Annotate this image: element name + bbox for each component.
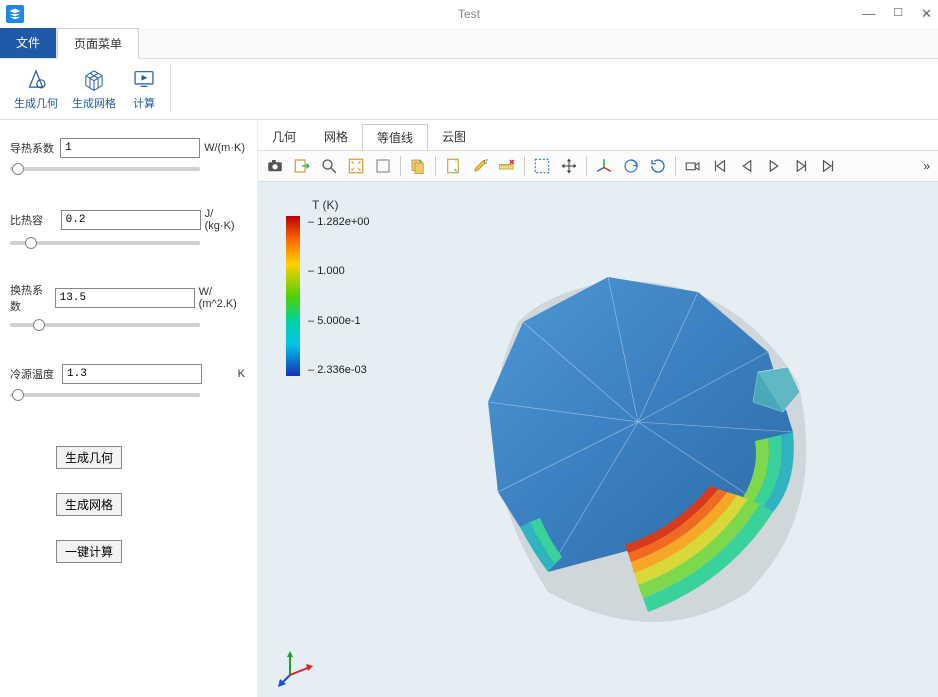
legend-tick: 5.000e-1: [308, 315, 370, 327]
param-cold-source: 冷源温度 K: [10, 364, 247, 402]
legend-tick: 1.282e+00: [308, 216, 370, 228]
specific-heat-slider[interactable]: [10, 241, 200, 245]
animation-camera-icon[interactable]: [680, 153, 706, 179]
heat-transfer-input[interactable]: [55, 288, 195, 308]
cone-sphere-icon: [22, 65, 50, 93]
main-panel: 几何 网格 等值线 云图: [258, 120, 938, 697]
heat-transfer-slider[interactable]: [10, 323, 200, 327]
specific-heat-input[interactable]: [61, 210, 201, 230]
param-thermal-conductivity: 导热系数 W/(m·K): [10, 138, 247, 176]
one-click-calc-button[interactable]: 一键计算: [56, 540, 122, 563]
cold-source-slider[interactable]: [10, 393, 200, 397]
param-specific-heat: 比热容 J/ (kg·K): [10, 208, 247, 250]
ruler-delete-icon[interactable]: [494, 153, 520, 179]
axis-triad-icon: [276, 647, 316, 687]
page-icon[interactable]: [440, 153, 466, 179]
minimize-button[interactable]: —: [862, 6, 875, 22]
ribbon-gen-geom[interactable]: 生成几何: [8, 63, 64, 113]
param-heat-transfer: 换热系数 W/ (m^2.K): [10, 282, 247, 332]
select-box-icon[interactable]: [529, 153, 555, 179]
prev-frame-icon[interactable]: [734, 153, 760, 179]
fit-view-icon[interactable]: [343, 153, 369, 179]
param-label: 换热系数: [10, 282, 51, 314]
ribbon-geom-label: 生成几何: [14, 95, 58, 111]
menu-page[interactable]: 页面菜单: [57, 28, 139, 59]
copy-icon[interactable]: [405, 153, 431, 179]
param-label: 冷源温度: [10, 366, 58, 382]
thermal-conductivity-slider[interactable]: [10, 167, 200, 171]
axes-icon[interactable]: [591, 153, 617, 179]
thermal-conductivity-input[interactable]: [60, 138, 200, 158]
rotate-axis-icon[interactable]: [618, 153, 644, 179]
tab-contour[interactable]: 云图: [428, 124, 480, 150]
pan-icon[interactable]: [556, 153, 582, 179]
zoom-icon[interactable]: [316, 153, 342, 179]
export-icon[interactable]: [289, 153, 315, 179]
ribbon-calc-label: 计算: [133, 95, 155, 111]
simulation-model: [428, 252, 858, 652]
window-title: Test: [458, 7, 480, 21]
viewport-3d[interactable]: T (K) 1.282e+00 1.000 5.000e-1 2.336e-03: [258, 182, 938, 697]
viewport-toolbar: »: [258, 150, 938, 182]
toolbar-overflow[interactable]: »: [919, 159, 934, 173]
view-tabs: 几何 网格 等值线 云图: [258, 120, 938, 150]
tab-mesh[interactable]: 网格: [310, 124, 362, 150]
tab-geometry[interactable]: 几何: [258, 124, 310, 150]
legend-gradient: [286, 216, 300, 376]
legend-ticks: 1.282e+00 1.000 5.000e-1 2.336e-03: [308, 216, 370, 376]
maximize-button[interactable]: ☐: [893, 6, 903, 22]
tab-isoline[interactable]: 等值线: [362, 124, 428, 151]
titlebar: Test — ☐ ✕: [0, 0, 938, 28]
param-unit: K: [238, 368, 247, 380]
param-unit: W/(m·K): [204, 142, 247, 154]
reset-view-icon[interactable]: [370, 153, 396, 179]
ribbon-calc[interactable]: 计算: [124, 63, 164, 113]
ribbon-mesh-label: 生成网格: [72, 95, 116, 111]
app-icon: [6, 5, 24, 23]
param-label: 导热系数: [10, 140, 56, 156]
param-label: 比热容: [10, 212, 57, 228]
menubar: 文件 页面菜单: [0, 28, 938, 59]
play-screen-icon: [130, 65, 158, 93]
legend-tick: 1.000: [308, 265, 370, 277]
sidebar: 导热系数 W/(m·K) 比热容 J/ (kg·K) 换热系数 W/ (m^2.…: [0, 120, 258, 697]
first-frame-icon[interactable]: [707, 153, 733, 179]
rotate-cw-icon[interactable]: [645, 153, 671, 179]
legend-title: T (K): [312, 198, 370, 212]
legend-tick: 2.336e-03: [308, 364, 370, 376]
gen-geom-button[interactable]: 生成几何: [56, 446, 122, 469]
brush-icon[interactable]: [467, 153, 493, 179]
close-button[interactable]: ✕: [921, 6, 932, 22]
menu-file[interactable]: 文件: [0, 28, 57, 58]
ribbon-gen-mesh[interactable]: 生成网格: [66, 63, 122, 113]
ribbon: 生成几何 生成网格 计算: [0, 59, 938, 120]
cube-mesh-icon: [80, 65, 108, 93]
gen-mesh-button[interactable]: 生成网格: [56, 493, 122, 516]
param-unit: J/ (kg·K): [205, 208, 247, 232]
cold-source-input[interactable]: [62, 364, 202, 384]
colorbar-legend: T (K) 1.282e+00 1.000 5.000e-1 2.336e-03: [286, 198, 370, 376]
param-unit: W/ (m^2.K): [199, 286, 247, 310]
last-frame-icon[interactable]: [815, 153, 841, 179]
play-icon[interactable]: [761, 153, 787, 179]
camera-icon[interactable]: [262, 153, 288, 179]
next-frame-icon[interactable]: [788, 153, 814, 179]
